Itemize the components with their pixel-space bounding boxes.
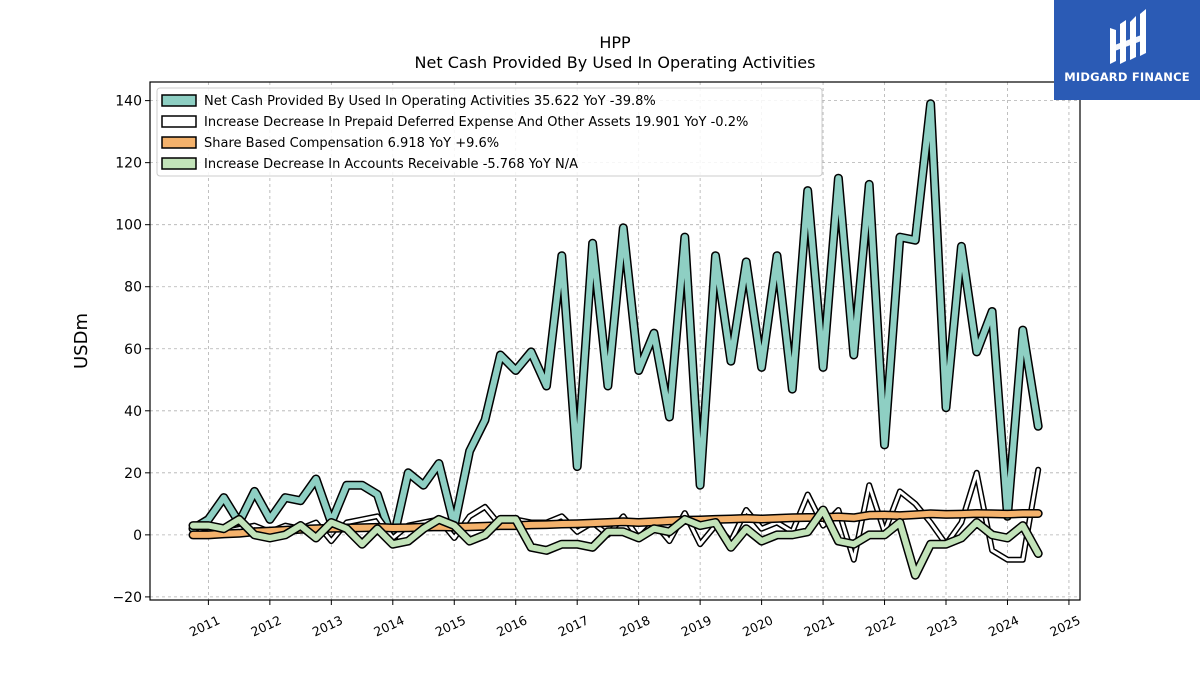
x-tick-label: 2025 [1047,612,1082,639]
x-axis: 2011 2012 2013 2014 2015 2016 2017 2018 2019 2020… [187,600,1083,639]
y-tick-label: 100 [115,218,142,234]
legend-swatch [161,115,197,128]
y-tick-label: 20 [124,466,142,482]
x-tick-label: 2019 [679,612,714,639]
x-tick-label: 2011 [187,612,222,639]
y-tick-label: 0 [133,528,142,544]
brand-logo: MIDGARD FINANCE [1054,0,1200,100]
y-tick-label: 40 [124,404,142,420]
x-tick-label: 2017 [556,612,591,639]
x-tick-label: 2012 [248,612,283,639]
y-axis-label: USDm [71,313,92,369]
series-1 [188,99,1043,546]
legend-swatch [161,157,197,170]
x-tick-label: 2022 [863,612,898,639]
x-tick-label: 2024 [986,612,1021,639]
x-tick-label: 2015 [433,612,468,639]
x-tick-label: 2013 [310,612,345,639]
legend: Net Cash Provided By Used In Operating A… [156,87,823,177]
x-tick-label: 2021 [802,612,837,639]
x-tick-label: 2018 [617,612,652,639]
series-4-line [190,507,1042,579]
legend-swatch [161,136,197,149]
y-tick-label: 80 [124,280,142,296]
legend-label: Net Cash Provided By Used In Operating A… [204,94,656,109]
legend-label: Increase Decrease In Accounts Receivable… [204,157,578,172]
y-tick-label: 120 [115,156,142,172]
legend-label: Share Based Compensation 6.918 YoY +9.6% [204,136,499,151]
x-tick-label: 2014 [371,612,406,639]
chart-subtitle: Net Cash Provided By Used In Operating A… [415,53,816,72]
y-axis: −20 0 20 40 60 80 100 120 140 [112,94,150,606]
y-tick-label: 140 [115,94,142,110]
series-1-line [190,100,1042,545]
legend-swatch [161,94,197,107]
x-tick-label: 2020 [740,612,775,639]
y-tick-label: 60 [124,342,142,358]
legend-box [156,87,823,177]
series-4 [188,505,1043,580]
chart-title: HPP [599,33,631,52]
x-tick-label: 2023 [925,612,960,639]
legend-label: Increase Decrease In Prepaid Deferred Ex… [204,115,748,130]
y-tick-label: −20 [112,590,142,606]
x-tick-label: 2016 [494,612,529,639]
plot-frame [149,81,1081,601]
logo-text: MIDGARD FINANCE [1064,70,1190,84]
series-layer [188,99,1043,580]
logo-mark-icon [1110,9,1146,64]
